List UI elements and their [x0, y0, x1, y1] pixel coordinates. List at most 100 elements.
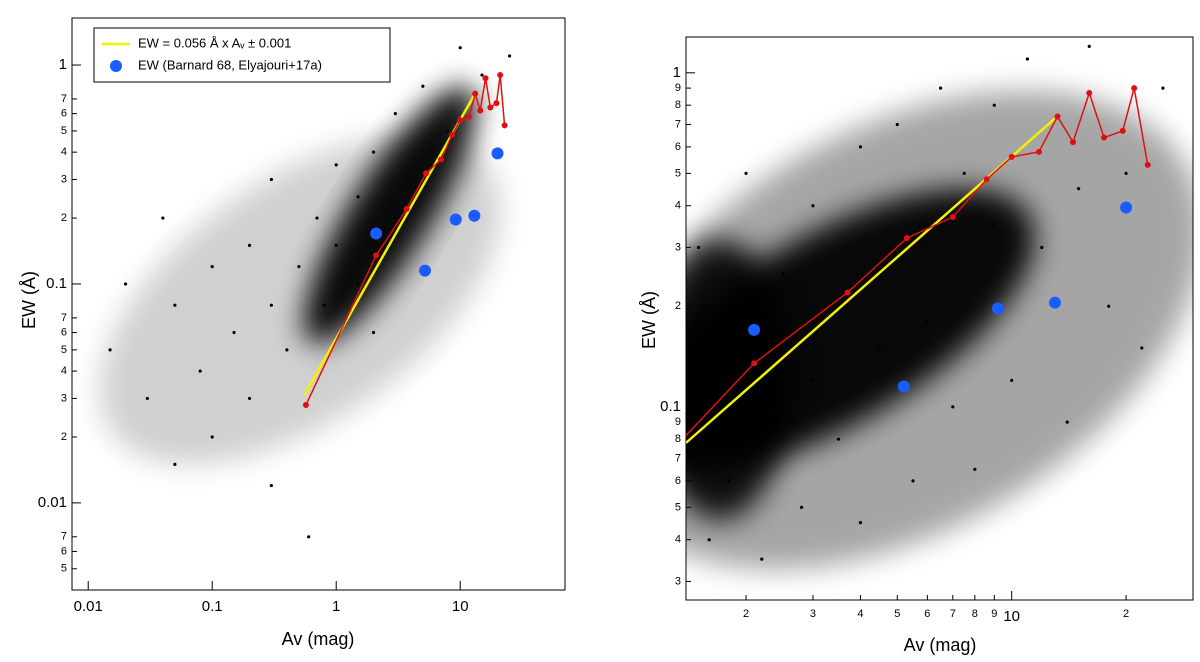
- point: [393, 112, 397, 116]
- x-tick-label: 3: [810, 608, 816, 620]
- point: [285, 348, 289, 352]
- x-tick-label: 5: [894, 608, 900, 620]
- point: [962, 171, 966, 175]
- point: [480, 73, 484, 77]
- y-tick-label: 6: [675, 141, 681, 153]
- point: [493, 100, 500, 107]
- point: [334, 243, 338, 248]
- point: [491, 147, 504, 160]
- point: [269, 483, 273, 488]
- point: [1124, 171, 1128, 175]
- x-tick-label: 7: [950, 608, 956, 620]
- point: [1140, 346, 1144, 350]
- x-tick-label: 2: [1123, 608, 1129, 620]
- y-tick-label: 4: [675, 534, 681, 546]
- point: [911, 479, 915, 483]
- y-axis-label: EW (Å): [19, 271, 39, 329]
- y-tick-label: 3: [675, 241, 681, 253]
- point: [1161, 86, 1165, 90]
- y-tick-label: 7: [675, 452, 681, 464]
- point: [799, 505, 804, 509]
- point: [897, 380, 910, 393]
- point: [925, 245, 929, 250]
- point: [322, 303, 326, 307]
- point: [297, 265, 301, 269]
- point: [895, 122, 899, 127]
- point: [951, 405, 955, 409]
- point: [781, 272, 785, 276]
- point: [334, 163, 338, 167]
- point: [707, 538, 711, 542]
- point: [269, 177, 273, 182]
- point: [173, 462, 177, 466]
- point: [307, 535, 311, 539]
- point: [198, 369, 202, 373]
- y-tick-label: 5: [675, 501, 681, 513]
- y-tick-label: 8: [675, 99, 681, 111]
- y-tick-label: 2: [675, 300, 681, 312]
- x-tick-label: 0.01: [74, 598, 103, 615]
- point: [145, 396, 149, 401]
- point: [1087, 44, 1091, 48]
- point: [477, 107, 484, 114]
- point: [232, 330, 236, 335]
- point: [536, 588, 542, 594]
- y-tick-label: 5: [675, 167, 681, 179]
- point: [449, 131, 456, 138]
- x-tick-label: 1: [332, 598, 340, 615]
- point: [1131, 85, 1138, 92]
- point: [356, 195, 360, 199]
- point: [973, 467, 977, 471]
- point: [1040, 245, 1044, 250]
- point: [210, 265, 214, 269]
- y-tick-label: 5: [61, 344, 67, 356]
- point: [108, 348, 112, 352]
- point: [1086, 90, 1093, 97]
- point: [173, 303, 177, 307]
- point: [925, 319, 929, 324]
- point: [487, 104, 494, 111]
- y-tick-label: 0.1: [660, 398, 681, 415]
- point: [123, 282, 128, 286]
- point: [991, 302, 1004, 315]
- point: [751, 360, 758, 367]
- point: [744, 171, 748, 175]
- y-tick-label: 1: [59, 56, 67, 73]
- plot-area: [536, 44, 1165, 594]
- point: [403, 205, 410, 212]
- point: [858, 521, 863, 525]
- y-tick-label: 3: [61, 173, 67, 185]
- point: [1010, 378, 1014, 382]
- y-tick-label: 5: [61, 563, 67, 575]
- y-tick-label: 3: [61, 392, 67, 404]
- point: [1144, 161, 1151, 168]
- plot-area: [108, 46, 512, 539]
- point: [760, 557, 764, 561]
- point: [878, 346, 882, 350]
- legend-box: [93, 27, 391, 83]
- y-tick-label: 9: [675, 416, 681, 428]
- point: [393, 216, 397, 220]
- x-tick-label: 10: [452, 598, 469, 615]
- point: [1008, 153, 1015, 160]
- point: [811, 204, 815, 208]
- x-tick-label: 4: [857, 608, 863, 620]
- y-tick-label: 6: [61, 326, 67, 338]
- point: [727, 479, 731, 483]
- y-axis-label: EW (Å): [639, 291, 659, 349]
- x-tick-label: 8: [972, 608, 978, 620]
- legend-swatch: [110, 60, 122, 72]
- point: [992, 223, 996, 227]
- x-tick-label: 10: [1003, 608, 1020, 625]
- point: [210, 435, 214, 439]
- y-tick-label: 6: [61, 108, 67, 120]
- y-tick-label: 4: [61, 365, 67, 377]
- point: [247, 243, 252, 248]
- point: [844, 289, 851, 296]
- x-tick-label: 9: [991, 608, 997, 620]
- point: [938, 86, 943, 90]
- point: [466, 113, 473, 120]
- point: [858, 145, 863, 149]
- y-tick-label: 6: [61, 545, 67, 557]
- x-axis-label: Av (mag): [904, 635, 977, 655]
